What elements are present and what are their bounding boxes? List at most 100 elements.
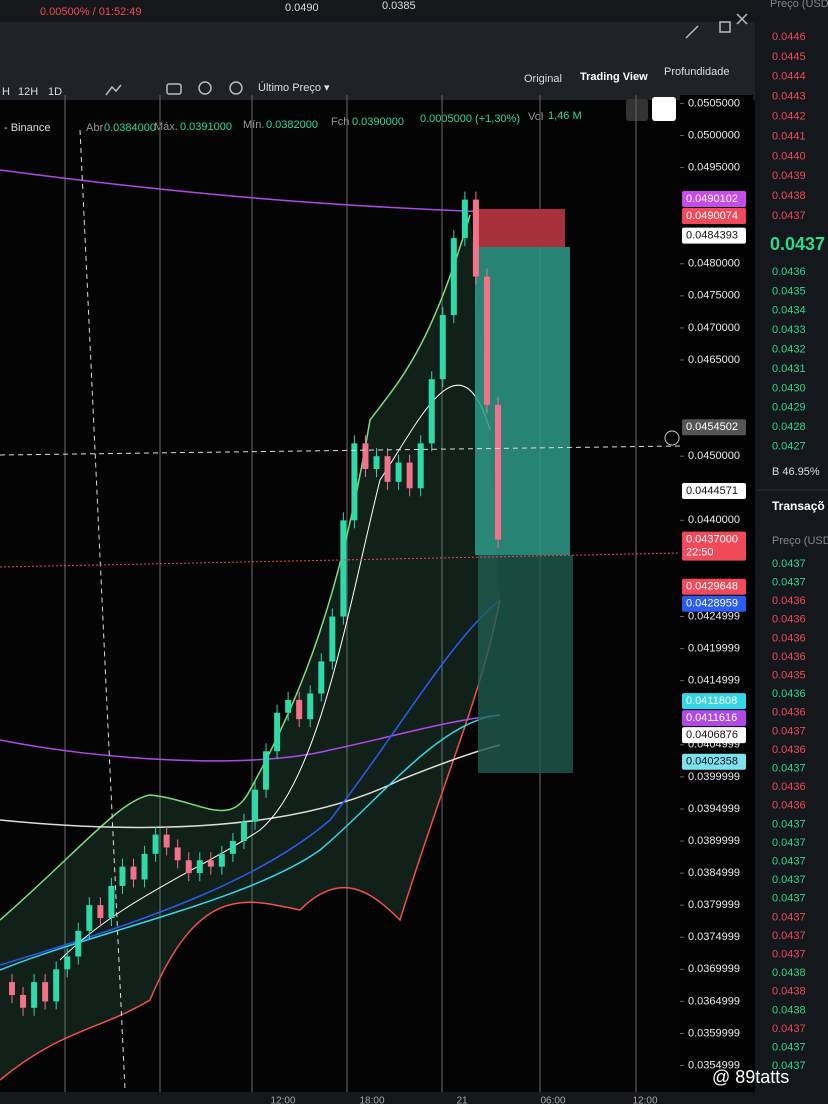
price-tag-label: 0.0428959 [686, 598, 738, 610]
price-tag [682, 227, 746, 244]
y-tick-label: 0.0394999 [688, 803, 740, 815]
bid-price: 0.0427 [772, 441, 806, 453]
candle [229, 841, 236, 854]
x-tick-label: 21 [456, 1096, 468, 1104]
ask-price: 0.0438 [772, 190, 806, 202]
legend-change: 0.0005000 (+1,30%) [420, 113, 520, 125]
y-tick-label: 0.0450000 [688, 450, 740, 462]
ask-price: 0.0443 [772, 91, 806, 103]
candle [263, 751, 270, 790]
y-tick-label: 0.0389999 [688, 835, 740, 847]
legend-label: Máx. [154, 121, 178, 133]
candle [296, 699, 303, 720]
interval[interactable]: H [2, 86, 10, 98]
icon[interactable] [229, 81, 243, 95]
scroll-button[interactable] [626, 99, 648, 121]
bid-price: 0.0435 [772, 285, 806, 297]
stop-zone [475, 209, 565, 247]
price-tag-label: 0.0402358 [686, 756, 738, 768]
bid-price: 0.0432 [772, 344, 806, 356]
ask-price: 0.0441 [772, 130, 806, 142]
bid-price: 0.0431 [772, 363, 806, 375]
ma-white [0, 744, 501, 829]
bollinger-fill [0, 215, 500, 1080]
trade-price: 0.0437 [772, 874, 806, 886]
candles [9, 191, 501, 1016]
y-tick-label: 0.0475000 [688, 290, 740, 302]
last-price-line [0, 552, 681, 568]
price-tag [682, 190, 746, 207]
candle [285, 699, 292, 713]
candle [196, 860, 203, 874]
trade-price: 0.0438 [772, 967, 806, 979]
candle [53, 969, 60, 1002]
legend-value: 1,46 M [548, 110, 582, 122]
trade-price: 0.0436 [772, 707, 806, 719]
trade-price: 0.0437 [772, 558, 806, 570]
bid-price: 0.0428 [772, 421, 806, 433]
price-tag-label: 0.0429648 [686, 581, 738, 593]
trade-price: 0.0435 [772, 670, 806, 682]
candle [450, 238, 457, 316]
candle [163, 834, 170, 848]
icon[interactable] [685, 13, 748, 39]
icon[interactable] [105, 84, 122, 96]
y-tick-label: 0.0495000 [688, 161, 740, 173]
x-axis: 12:00 18:00 21 06:00 12:00 [270, 1096, 657, 1104]
trade-price: 0.0438 [772, 986, 806, 998]
y-tick-label: 0.0505000 [688, 97, 740, 109]
price-tag [682, 710, 746, 727]
price-tag-label: 0.0406876 [686, 729, 738, 741]
y-tick-label: 0.0399999 [688, 771, 740, 783]
y-tick-label: 0.0379999 [688, 899, 740, 911]
trade-price: 0.0437 [772, 856, 806, 868]
icon[interactable] [166, 83, 182, 95]
trade-price: 0.0437 [772, 577, 806, 589]
y-tick-label: 0.0359999 [688, 1027, 740, 1039]
ma-blue [0, 599, 501, 966]
price-tag [682, 531, 746, 561]
tab-active[interactable]: Trading View [580, 71, 648, 83]
ticker-bar [0, 0, 755, 22]
price-type[interactable]: Último Preço ▾ [258, 81, 330, 94]
last-price: 0.0437 [770, 234, 825, 254]
trade-price: 0.0437 [772, 1060, 806, 1072]
ask-price: 0.0444 [772, 71, 806, 83]
profit-zone [475, 247, 570, 555]
ma-fast [59, 384, 491, 961]
y-tick-label: 0.0354999 [688, 1059, 740, 1071]
funding: 0.00500% / 01:52:49 [40, 6, 142, 18]
icon[interactable] [198, 81, 212, 95]
tab[interactable]: Profundidade [664, 66, 729, 78]
price-tag [682, 419, 746, 436]
price-tag [682, 753, 746, 770]
price-tag-label: 0.0490074 [686, 210, 738, 222]
order-book: Preço (USDT 0.0446 0.0445 0.0444 0.0443 0.044… [757, 0, 828, 1072]
x-tick-label: 18:00 [359, 1096, 384, 1104]
price-tag [682, 727, 746, 744]
ma-long [0, 714, 501, 762]
y-tick-label: 0.0500000 [688, 129, 740, 141]
candle [307, 693, 314, 720]
trade-price: 0.0436 [772, 614, 806, 626]
toggle-button[interactable] [652, 97, 676, 121]
candle [274, 712, 281, 752]
book-header: Preço (USDT [770, 0, 828, 10]
ask-price: 0.0442 [772, 111, 806, 123]
x-tick-label: 06:00 [540, 1096, 565, 1104]
y-tick-label: 0.0424999 [688, 610, 740, 622]
candle [9, 982, 15, 995]
add-alert[interactable] [664, 430, 680, 446]
price-tag-label: 0.0411616 [686, 712, 737, 724]
trades-title[interactable]: Transaçõ [772, 499, 825, 513]
tab[interactable]: Original [524, 73, 562, 85]
interval[interactable]: 1D [48, 86, 62, 98]
candle [318, 661, 325, 694]
interval[interactable]: 12H [18, 86, 38, 98]
y-tick-label: 0.0465000 [688, 354, 740, 366]
candle [64, 956, 71, 970]
candle [130, 866, 137, 880]
y-tick-label: 0.0419999 [688, 643, 740, 655]
bid-price: 0.0430 [772, 382, 806, 394]
